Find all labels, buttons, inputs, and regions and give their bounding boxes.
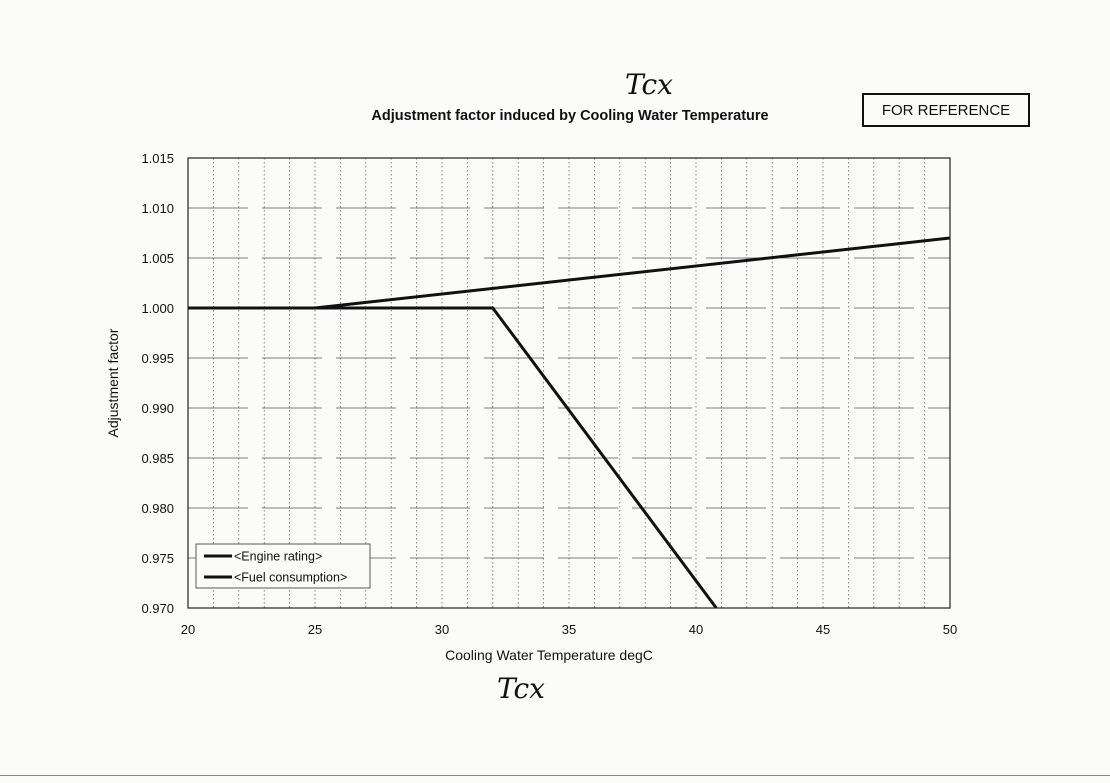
y-tick-label: 0.985 [141,451,174,466]
y-axis-title: Adjustment factor [105,328,121,437]
y-tick-label: 1.015 [141,151,174,166]
reference-stamp: FOR REFERENCE [862,93,1030,127]
y-tick-label: 1.005 [141,251,174,266]
x-tick-label: 25 [308,622,322,637]
x-tick-label: 30 [435,622,449,637]
reference-stamp-text: FOR REFERENCE [881,101,1011,119]
y-tick-label: 0.980 [141,501,174,516]
legend-label: <Engine rating> [234,550,322,564]
page-edge-line [0,775,1110,776]
x-tick-label: 20 [181,622,195,637]
y-tick-label: 1.000 [141,301,174,316]
legend-box [195,543,371,589]
handwritten-annotation-bottom: Tcx [497,672,545,705]
x-axis-title: Cooling Water Temperature degC [445,647,653,663]
y-tick-label: 0.970 [141,601,174,616]
x-tick-label: 40 [689,622,703,637]
x-tick-label: 35 [562,622,576,637]
y-tick-label: 0.975 [141,551,174,566]
handwritten-annotation-top: Tcx [625,68,673,101]
y-tick-label: 1.010 [141,201,174,216]
plot-area-frame [187,157,951,609]
y-tick-label: 0.990 [141,401,174,416]
series-lines [188,236,950,608]
tick-labels: 20 25 30 35 40 45 50 1.015 1.010 1.005 1.000 0.995 0… [141,151,957,637]
legend: <Engine rating> <Fuel consumption> [195,543,371,589]
series-line-fuel-consumption [188,236,950,310]
grid [188,158,950,608]
y-tick-label: 0.995 [141,351,174,366]
x-tick-label: 45 [816,622,830,637]
legend-label: <Fuel consumption> [234,571,347,585]
x-tick-label: 50 [943,622,957,637]
chart-title: Adjustment factor induced by Cooling Wat… [371,108,769,124]
